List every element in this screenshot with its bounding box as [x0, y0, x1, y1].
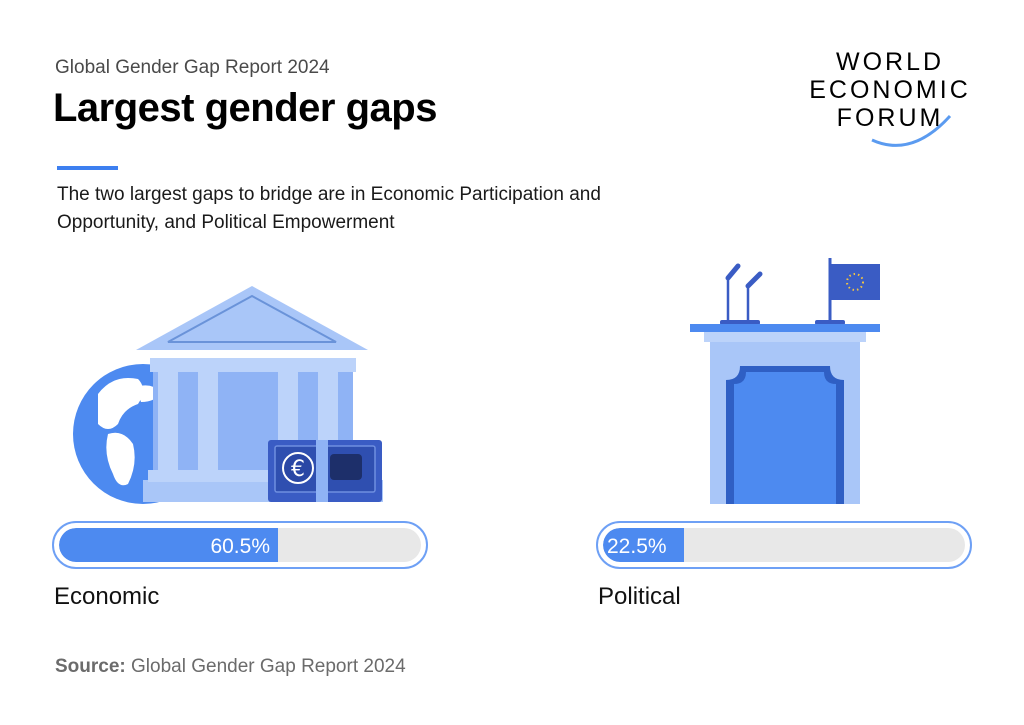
- bar-fill-political: [603, 528, 684, 562]
- bar-track-economic: 60.5%: [59, 528, 421, 562]
- bar-track-political: 22.5%: [603, 528, 965, 562]
- source-text: Global Gender Gap Report 2024: [131, 656, 406, 677]
- bank-globe-euro-icon: €: [73, 286, 383, 504]
- wef-logo: WORLD ECONOMIC FORUM: [800, 48, 980, 153]
- source-label: Source:: [55, 656, 126, 677]
- podium-flag-icon: [690, 258, 880, 504]
- category-label-economic: Economic: [54, 583, 160, 610]
- bar-economic: 60.5%: [52, 521, 428, 569]
- logo-line-3: FORUM: [836, 104, 944, 132]
- category-label-political: Political: [598, 583, 681, 610]
- report-subtitle: Global Gender Gap Report 2024: [55, 57, 330, 78]
- chart-description: The two largest gaps to bridge are in Ec…: [57, 184, 601, 233]
- logo-line-2: ECONOMIC: [809, 76, 971, 104]
- bar-political: 22.5%: [596, 521, 972, 569]
- bar-fill-economic: [59, 528, 278, 562]
- bar-value-political: 22.5%: [607, 535, 667, 558]
- page-title: Largest gender gaps: [53, 86, 437, 130]
- source-note: Source: Global Gender Gap Report 2024: [55, 656, 406, 678]
- accent-divider: [57, 166, 118, 170]
- svg-text:€: €: [291, 457, 305, 482]
- logo-line-1: WORLD: [835, 48, 945, 76]
- bar-value-economic: 60.5%: [210, 535, 270, 558]
- logo-arc-icon: [871, 114, 952, 147]
